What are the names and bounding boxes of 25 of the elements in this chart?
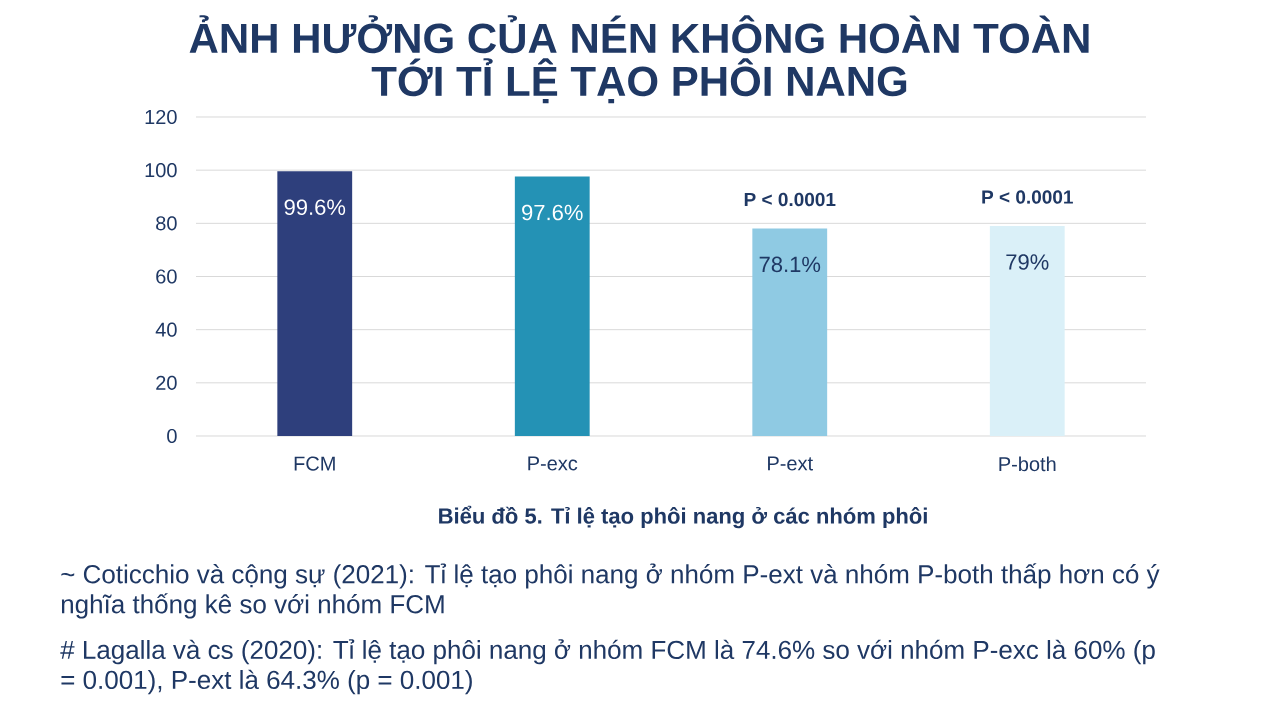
data-label: 79% — [1006, 254, 1049, 270]
y-tick-label: 120 — [145, 109, 177, 125]
y-tick-label: 20 — [156, 375, 177, 390]
x-tick-label: P-exc — [528, 456, 578, 471]
x-tick-label: FCM — [294, 456, 335, 471]
y-tick-label: 0 — [167, 428, 177, 444]
bar — [989, 225, 1065, 436]
text: # Lagalla và cs (2020): Tỉ lệ tạo phôi nang ở nhóm FCM là 74.6% so với nhóm P-exc là 60% (p = 0.001), P-ext là 64.3% (p = 0.001) — [60, 639, 1155, 695]
text: ~ Coticchio và cộng sự (2021): Tỉ lệ tạo phôi nang ở nhóm P-ext và nhóm P-both thấp hơn có ý nghĩa thống kê so với nhóm FCM — [61, 563, 1160, 619]
text: Biểu đồ 5. Tỉ lệ tạo phôi nang ở các nhóm phôi — [439, 505, 927, 529]
bar — [514, 176, 590, 436]
data-label: 99.6% — [284, 199, 346, 215]
data-label: 78.1% — [759, 256, 821, 273]
annotation: P < 0.0001 — [982, 190, 1073, 204]
bar — [752, 228, 828, 436]
y-tick-label: 80 — [156, 216, 177, 231]
x-tick-label: P-ext — [768, 456, 813, 471]
annotation: P < 0.0001 — [744, 192, 836, 207]
y-tick-label: 40 — [155, 322, 177, 337]
bar — [277, 171, 353, 436]
y-tick-label: 100 — [145, 163, 177, 178]
x-tick-label: P-both — [999, 456, 1056, 472]
chart-title: ẢNH HƯỞNG CỦA NÉN KHÔNG HOÀN TOÀN TỚI TỈ LỆ TẠO PHÔI NANG — [189, 15, 1089, 104]
data-label: 97.6% — [522, 204, 583, 221]
y-tick-label: 60 — [156, 269, 177, 284]
